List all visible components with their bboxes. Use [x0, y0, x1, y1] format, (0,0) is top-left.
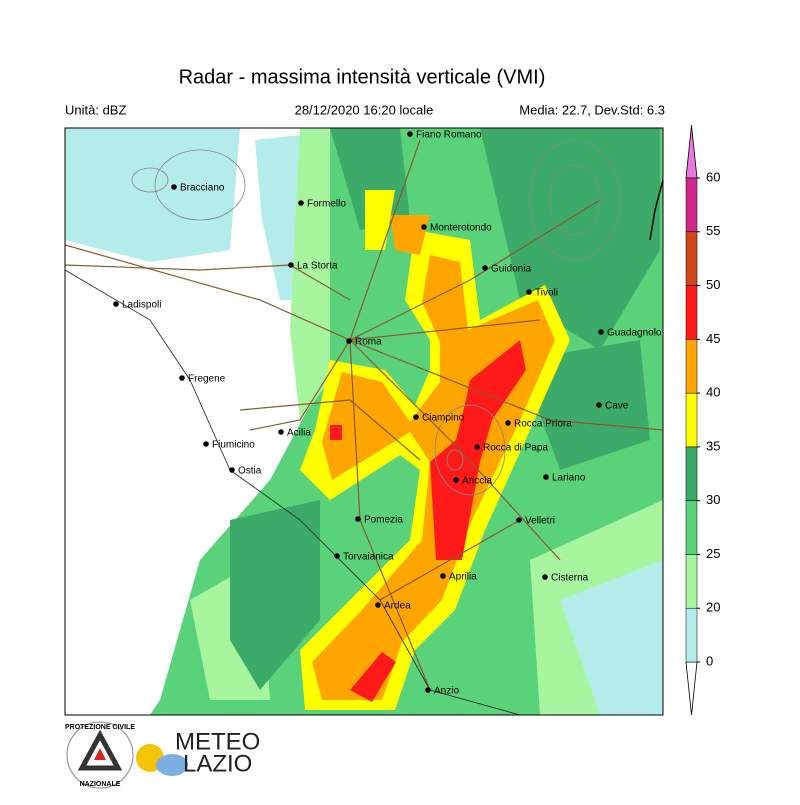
places: Fiano Romano Bracciano Formello Monterotond… [113, 130, 662, 697]
place-dot [516, 517, 522, 523]
colorbar-tick-label: 25 [706, 546, 720, 561]
place-label: Formello [307, 199, 346, 210]
stats: Media: 22.7, Dev.Std: 6.3 [519, 102, 665, 117]
logo-text: LAZIO [183, 750, 252, 777]
colorbar-bin [685, 177, 698, 233]
place-label: Pomezia [364, 515, 403, 526]
place-label: Velletri [525, 516, 555, 527]
logo-text: PROTEZIONE CIVILE [65, 724, 135, 731]
place-dot [288, 262, 294, 268]
colorbar-bin [685, 392, 698, 448]
place-label: Ariccia [462, 476, 492, 487]
place-dot [543, 474, 549, 480]
place-dot [179, 375, 185, 381]
colorbar-bin [685, 339, 698, 394]
place-dot [278, 429, 284, 435]
place-label: Monterotondo [430, 223, 492, 234]
place-dot [298, 200, 304, 206]
place-dot [413, 414, 419, 420]
place-label: Fregene [188, 374, 226, 385]
place-label: Cave [605, 401, 629, 412]
unit: Unità: dBZ [65, 102, 126, 117]
place-label: La Storta [297, 261, 338, 272]
place-label: Anzio [434, 686, 459, 697]
place-dot [425, 687, 431, 693]
place-label: Rocca Priora [514, 419, 572, 430]
place-dot [542, 574, 548, 580]
place-label: Roma [355, 337, 382, 348]
place-label: Guidonia [491, 264, 531, 275]
place-dot [375, 602, 381, 608]
place-label: Aprilia [449, 572, 477, 583]
colorbar-bin [685, 231, 698, 286]
place-dot [203, 441, 209, 447]
colorbar: 0 20 25 30 35 40 45 50 55 60 [685, 124, 720, 716]
colorbar-bin [685, 554, 698, 609]
place-label: Torvaianica [343, 552, 394, 563]
place-dot [482, 265, 488, 271]
place-label: Tivoli [535, 288, 558, 299]
place-dot [421, 224, 427, 230]
place-dot [113, 301, 119, 307]
colorbar-tick-label: 30 [706, 492, 720, 507]
colorbar-tick-label: 45 [706, 331, 720, 346]
place-label: Ardea [384, 601, 411, 612]
colorbar-tick-label: 55 [706, 223, 720, 238]
colorbar-tick-label: 20 [706, 600, 720, 615]
logo-text: METEO [175, 728, 260, 755]
map-frame [64, 127, 664, 716]
place-label: Cisterna [551, 573, 589, 584]
place-label: Fiano Romano [416, 130, 482, 141]
logos: PROTEZIONE CIVILE NAZIONALE METEO LAZIO [65, 721, 260, 789]
place-label: Fiumicino [212, 440, 255, 451]
place-label: Ciampino [422, 413, 465, 424]
place-label: Guadagnolo [607, 328, 662, 339]
place-label: Ostia [238, 466, 262, 477]
place-dot [453, 477, 459, 483]
place-dot [355, 516, 361, 522]
place-dot [526, 289, 532, 295]
place-dot [505, 420, 511, 426]
place-dot [440, 573, 446, 579]
radar-map [65, 128, 663, 715]
place-dot [596, 402, 602, 408]
datetime: 28/12/2020 16:20 locale [295, 102, 434, 117]
colorbar-tick-label: 35 [706, 438, 720, 453]
colorbar-bin [685, 446, 698, 501]
colorbar-tick-label: 40 [706, 385, 720, 400]
place-dot [407, 131, 413, 137]
place-dot [474, 444, 480, 450]
colorbar-tick-label: 0 [706, 653, 713, 668]
place-dot [171, 184, 177, 190]
place-label: Bracciano [180, 183, 225, 194]
colorbar-under [685, 661, 698, 716]
place-label: Rocca di Papa [483, 443, 548, 454]
place-label: Acilia [287, 428, 311, 439]
title: Radar - massima intensità verticale (VMI… [179, 66, 546, 88]
colorbar-tick-label: 60 [706, 169, 720, 184]
colorbar-over [685, 124, 698, 179]
place-dot [598, 329, 604, 335]
colorbar-bin [685, 607, 698, 663]
place-dot [334, 553, 340, 559]
place-dot [229, 467, 235, 473]
colorbar-bin [685, 500, 698, 555]
colorbar-bin [685, 285, 698, 340]
logo-text: NAZIONALE [80, 781, 121, 788]
place-dot [346, 338, 352, 344]
place-label: Ladispoli [122, 300, 161, 311]
place-label: Lariano [552, 473, 586, 484]
colorbar-tick-label: 50 [706, 277, 720, 292]
